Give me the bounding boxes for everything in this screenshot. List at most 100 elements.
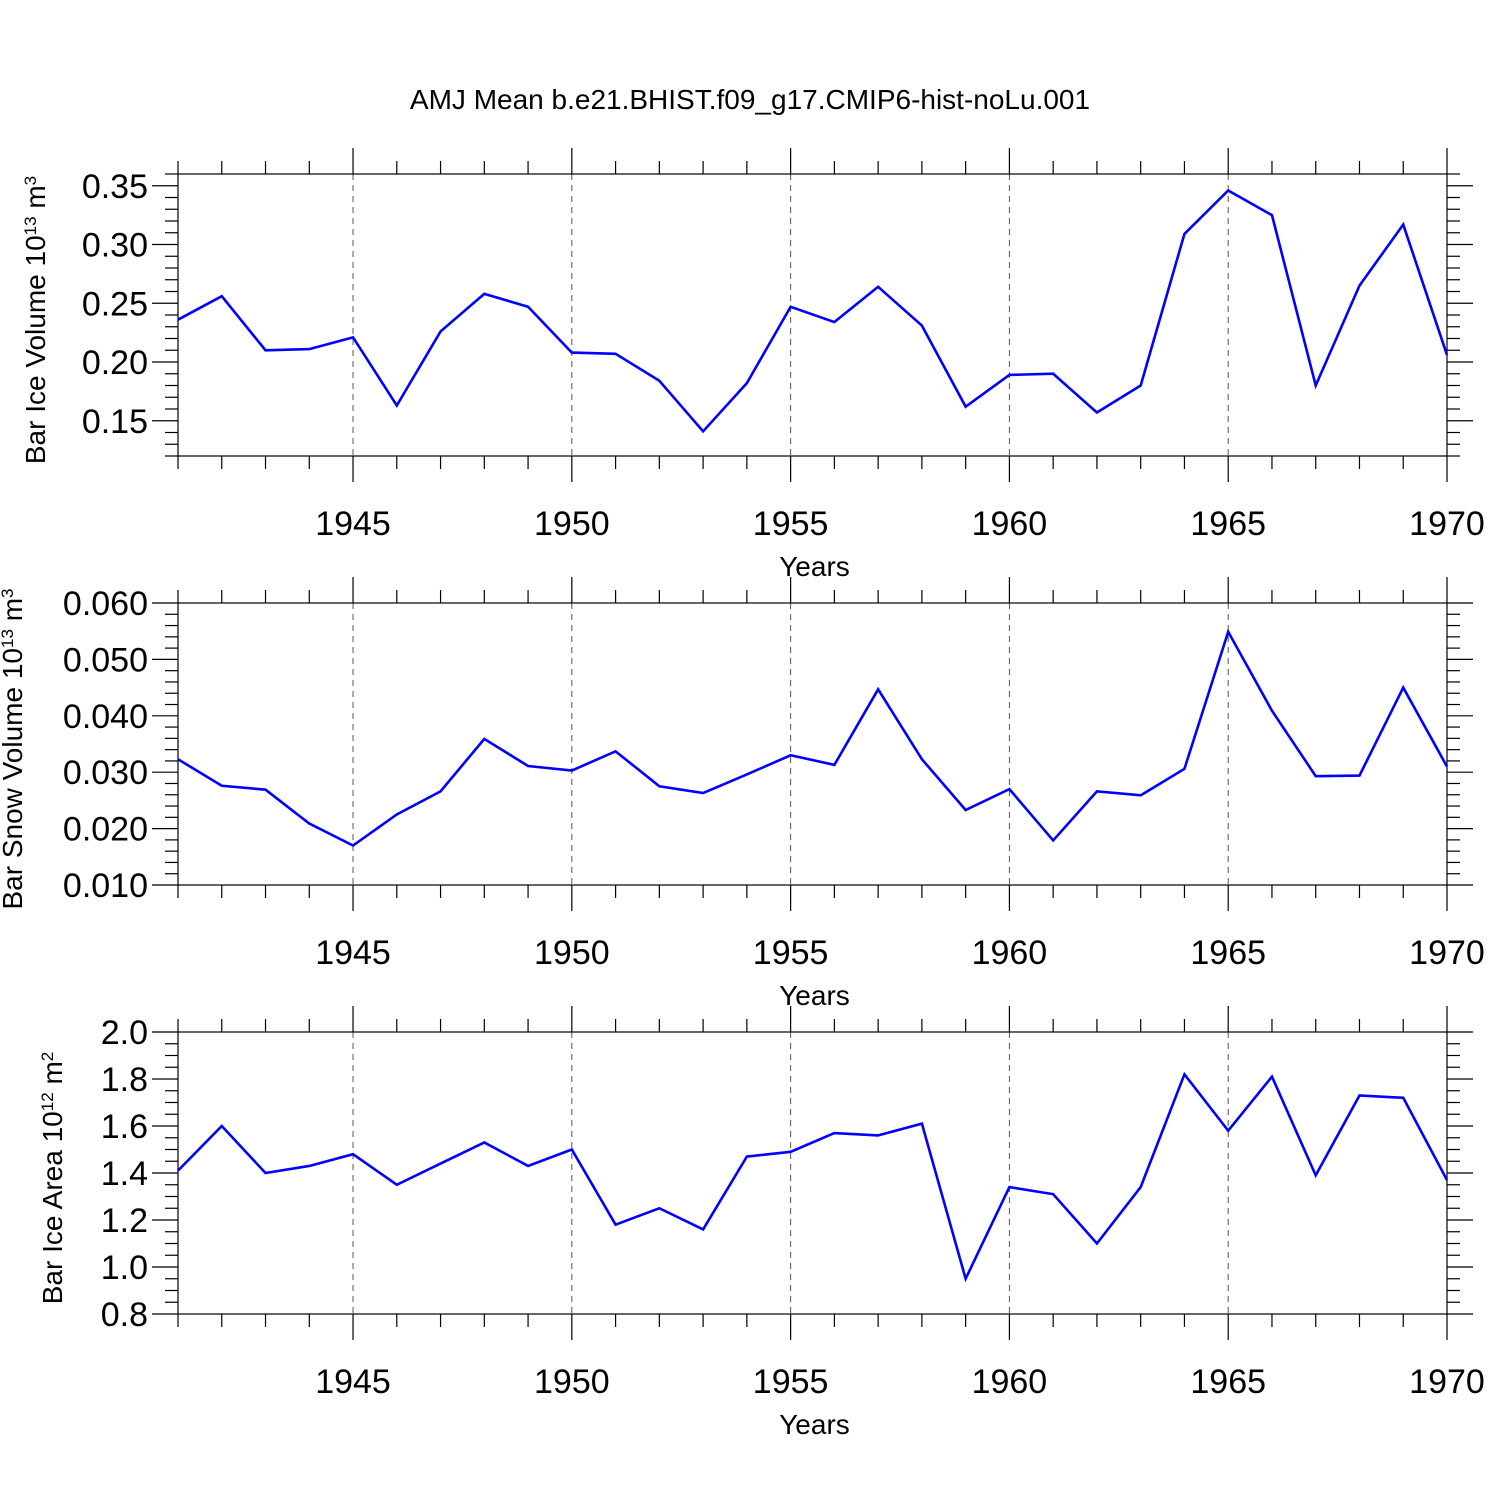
figure-title: AMJ Mean b.e21.BHIST.f09_g17.CMIP6-hist-…: [409, 84, 1091, 115]
x-tick-label: 1965: [1190, 934, 1266, 972]
data-point: [483, 1141, 486, 1144]
data-point: [1183, 232, 1186, 235]
data-point: [1314, 384, 1317, 387]
y-tick-label: 0.8: [101, 1296, 148, 1334]
y-tick-label: 0.050: [63, 641, 148, 679]
x-tick-label: 1955: [753, 934, 829, 972]
data-point: [395, 813, 398, 816]
data-point: [702, 1228, 705, 1231]
panel-3: 0.8 1.0 1.2 1.4 1.6 1.8 2.0 1945 1950 1955 1960 196…: [37, 1006, 1485, 1440]
data-point: [1095, 790, 1098, 793]
y-tick-label: 1.0: [101, 1249, 148, 1287]
x-tick-label: 1950: [534, 505, 610, 543]
x-tick-label: 1960: [972, 934, 1048, 972]
x-tick-label: 1965: [1190, 1363, 1266, 1401]
data-point: [964, 808, 967, 811]
data-point: [1183, 1073, 1186, 1076]
data-point: [920, 324, 923, 327]
data-point: [527, 1164, 530, 1167]
data-point: [702, 430, 705, 433]
x-tick-label: 1970: [1409, 505, 1485, 543]
data-point: [1139, 384, 1142, 387]
x-tick-label: 1955: [753, 505, 829, 543]
y-tick-label: 1.4: [101, 1155, 148, 1193]
data-point: [658, 1207, 661, 1210]
y-tick-label: 0.020: [63, 811, 148, 849]
data-point: [1270, 1075, 1273, 1078]
x-tick-label: 1960: [972, 1363, 1048, 1401]
data-point: [920, 1122, 923, 1125]
data-point: [570, 351, 573, 354]
x-tick-label: 1965: [1190, 505, 1266, 543]
data-point: [220, 784, 223, 787]
data-point: [1446, 1179, 1449, 1182]
data-point: [1095, 1242, 1098, 1245]
data-point: [352, 844, 355, 847]
x-tick-label: 1955: [753, 1363, 829, 1401]
x-tick-label: 1950: [534, 934, 610, 972]
data-point: [352, 336, 355, 339]
series-line: [177, 1071, 1449, 1283]
data-point: [1008, 1186, 1011, 1189]
x-tick-label: 1945: [315, 1363, 391, 1401]
data-point: [177, 758, 180, 761]
y-tick-label: 0.060: [63, 585, 148, 623]
data-point: [1139, 794, 1142, 797]
data-point: [1446, 353, 1449, 356]
data-point: [570, 1148, 573, 1151]
y-tick-label: 2.0: [101, 1014, 148, 1052]
data-point: [877, 688, 880, 691]
y-tick-label: 0.040: [63, 698, 148, 736]
y-tick-label: 0.30: [82, 227, 148, 265]
data-point: [1227, 189, 1230, 192]
data-point: [877, 1134, 880, 1137]
data-point: [745, 1155, 748, 1158]
y-axis-label: Bar Ice Area 1012 m2: [37, 1052, 68, 1305]
data-point: [1402, 1096, 1405, 1099]
x-axis-label: Years: [779, 980, 850, 1011]
data-point: [1008, 788, 1011, 791]
panel-2: 0.010 0.020 0.030 0.040 0.050 0.060 1945 1950 19…: [0, 577, 1485, 1011]
data-point: [177, 1169, 180, 1172]
data-point: [789, 1150, 792, 1153]
data-point: [439, 330, 442, 333]
data-point: [789, 754, 792, 757]
data-point: [1052, 839, 1055, 842]
data-point: [1052, 372, 1055, 375]
data-point: [395, 404, 398, 407]
y-tick-label: 0.25: [82, 285, 148, 323]
data-point: [395, 1183, 398, 1186]
data-point: [614, 1223, 617, 1226]
data-point: [1358, 1094, 1361, 1097]
y-tick-label: 0.20: [82, 344, 148, 382]
data-point: [614, 750, 617, 753]
y-axis-label: Bar Snow Volume 1013 m3: [0, 589, 28, 910]
x-tick-label: 1960: [972, 505, 1048, 543]
data-point: [833, 1132, 836, 1135]
data-point: [1052, 1193, 1055, 1196]
series-line: [177, 628, 1449, 848]
data-point: [483, 292, 486, 295]
data-point: [1139, 1186, 1142, 1189]
data-point: [439, 1162, 442, 1165]
data-point: [833, 763, 836, 766]
data-point: [1270, 214, 1273, 217]
data-point: [1358, 284, 1361, 287]
data-point: [527, 305, 530, 308]
y-tick-label: 0.35: [82, 168, 148, 206]
x-tick-label: 1945: [315, 505, 391, 543]
data-point: [789, 305, 792, 308]
y-tick-label: 0.15: [82, 403, 148, 441]
data-point: [527, 764, 530, 767]
y-tick-label: 1.6: [101, 1108, 148, 1146]
x-axis-label: Years: [779, 551, 850, 582]
data-point: [1008, 373, 1011, 376]
data-point: [833, 321, 836, 324]
data-point: [614, 352, 617, 355]
data-point: [1095, 411, 1098, 414]
plot-frame: [177, 602, 1448, 886]
y-tick-label: 1.2: [101, 1202, 148, 1240]
data-point: [1446, 765, 1449, 768]
